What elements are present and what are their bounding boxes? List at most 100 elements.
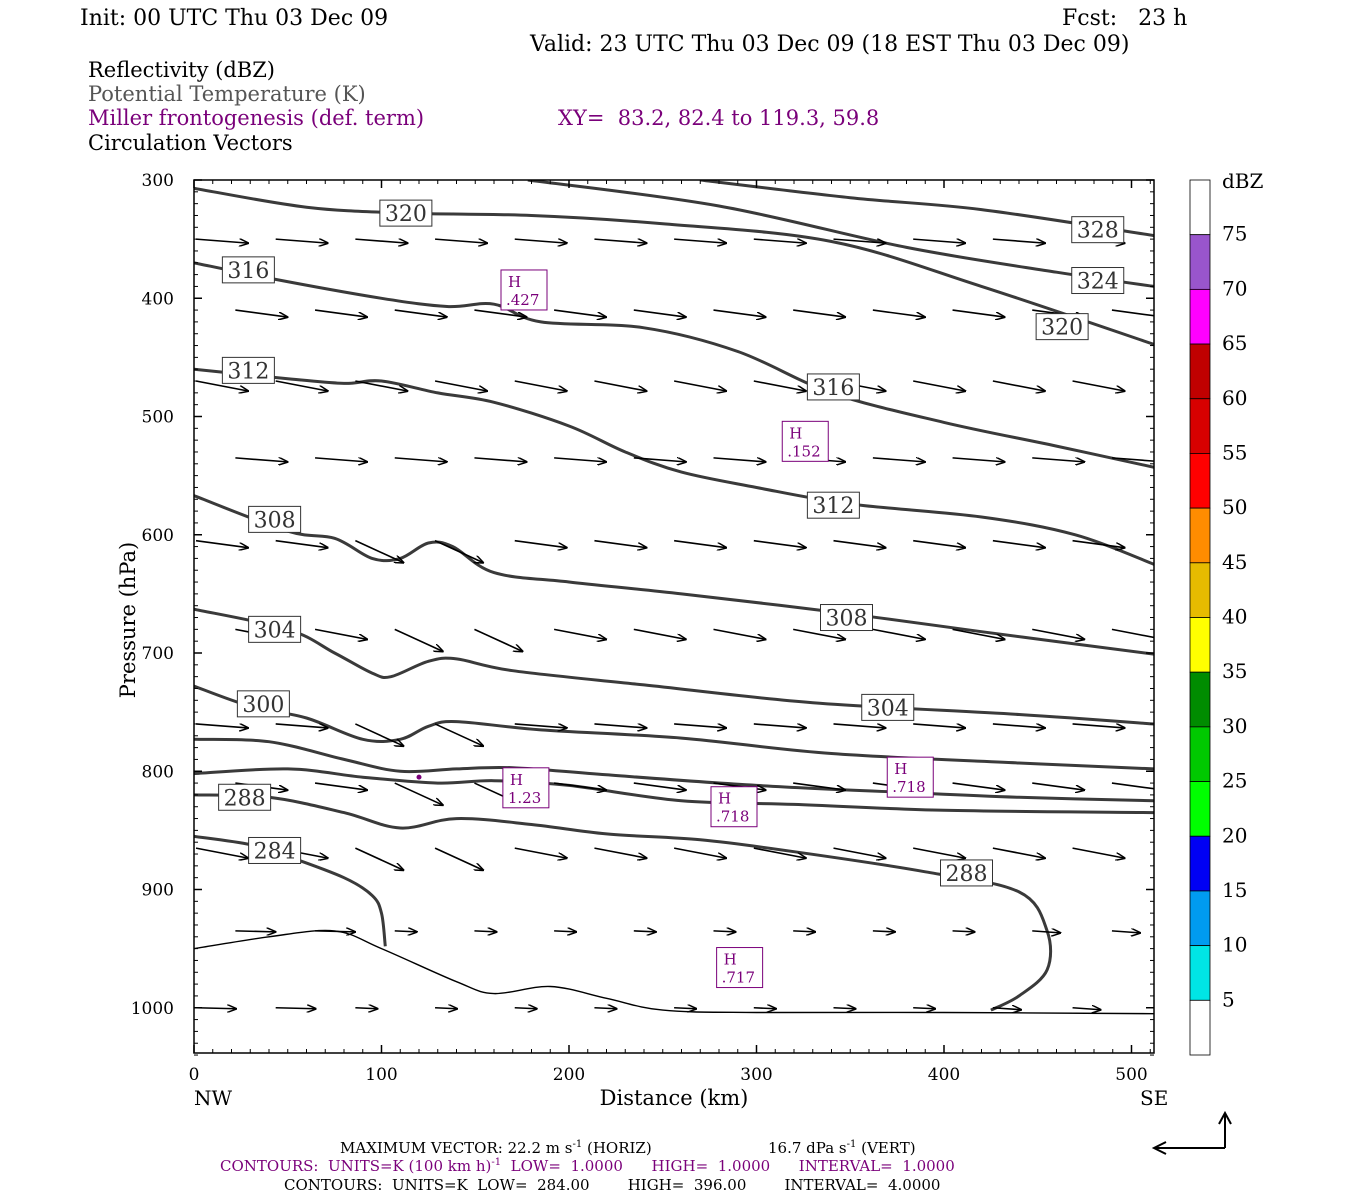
circulation-vector (1111, 628, 1154, 639)
circulation-vector (594, 1008, 616, 1009)
circulation-vector (355, 847, 403, 870)
isentrope-label-308-b: 308 (820, 604, 873, 632)
theta-contour-labels: 328 324 320 316 312 308 304 300 288 284 320 316 312 3… (218, 199, 1125, 887)
circulation-vector (394, 931, 417, 932)
svg-text:1.23: 1.23 (508, 789, 541, 807)
circulation-vector (554, 309, 606, 317)
circulation-vector (355, 238, 407, 243)
circulation-vector (674, 723, 726, 728)
legend-theta: Potential Temperature (K) (88, 82, 366, 106)
circulation-vector (554, 931, 576, 932)
circulation-vector (713, 309, 766, 317)
circulation-vector (753, 1008, 776, 1009)
footer-fronto-contours: CONTOURS: UNITS=K (100 km h)-1 LOW= 1.00… (220, 1157, 955, 1175)
circulation-vector (514, 847, 567, 858)
colorbar-level: 20 (1222, 823, 1247, 847)
circulation-vector (913, 723, 965, 728)
circulation-vector (474, 628, 522, 651)
circulation-vector (314, 309, 367, 317)
legend-frontogenesis: Miller frontogenesis (def. term) (88, 106, 424, 130)
circulation-vector (355, 380, 407, 391)
isentrope-316 (194, 261, 1154, 469)
svg-text:304: 304 (867, 696, 909, 721)
circulation-vector (195, 1008, 236, 1009)
isentrope-label-320: 320 (379, 199, 433, 227)
circulation-vector (195, 380, 248, 391)
reference-vector-icon (1151, 1110, 1232, 1155)
svg-text:324: 324 (1077, 270, 1119, 295)
circulation-vector (674, 539, 726, 548)
svg-text:304: 304 (254, 618, 296, 643)
plot-frame (193, 179, 1155, 1054)
isentrope-296 (194, 737, 1154, 803)
circulation-vector (633, 782, 686, 790)
circulation-vector (753, 723, 806, 728)
x-axis-label: Distance (km) (600, 1086, 749, 1110)
colorbar-swatch (1189, 835, 1211, 892)
colorbar-level: 35 (1222, 659, 1247, 683)
footer-vert-vector: 16.7 dPa s-1 (VERT) (768, 1139, 916, 1157)
circulation-vector (913, 1008, 935, 1009)
circulation-vector (713, 457, 766, 462)
circulation-vector (833, 238, 886, 243)
x-end-label-right: SE (1140, 1086, 1168, 1110)
circulation-vector (633, 931, 656, 932)
circulation-vector (992, 539, 1045, 548)
x-tick-label: 0 (189, 1065, 200, 1085)
colorbar-swatch (1189, 726, 1211, 782)
colorbar-swatch (1189, 890, 1211, 947)
svg-text:312: 312 (812, 494, 854, 519)
circulation-vector (753, 238, 806, 243)
x-axis-ticks: 0 100 200 300 400 500 (189, 180, 1151, 1085)
circulation-vector (1032, 628, 1084, 639)
isentrope-label-328: 328 (1071, 216, 1125, 244)
circulation-vector (435, 1008, 457, 1009)
svg-text:.718: .718 (892, 778, 925, 796)
svg-text:308: 308 (826, 607, 868, 632)
isentrope-label-320-b: 320 (1035, 313, 1089, 341)
circulation-vector (394, 457, 447, 462)
colorbar-units: dBZ (1222, 169, 1264, 193)
circulation-vector (872, 309, 925, 317)
colorbar-swatch (1189, 179, 1211, 236)
circulation-vector (355, 539, 403, 563)
x-tick-label: 200 (553, 1065, 585, 1085)
circulation-vector (474, 931, 496, 932)
circulation-vector (913, 380, 965, 391)
circulation-vector (753, 539, 806, 548)
svg-text:320: 320 (385, 202, 427, 227)
colorbar-level: 55 (1222, 440, 1247, 464)
isentrope-label-312-b: 312 (806, 491, 860, 519)
colorbar-swatch (1189, 999, 1211, 1056)
circulation-vector (314, 628, 367, 639)
svg-text:308: 308 (254, 508, 296, 533)
circulation-vector (235, 309, 287, 317)
circulation-vector (872, 457, 925, 462)
circulation-vector (673, 380, 726, 391)
x-tick-label: 100 (365, 1065, 397, 1085)
circulation-vector (435, 238, 487, 243)
circulation-vector (434, 539, 483, 563)
circulation-vector (913, 238, 965, 243)
frontogenesis-max-4: H.718 (886, 756, 934, 798)
circulation-vector (713, 931, 736, 932)
svg-text:300: 300 (242, 693, 284, 718)
colorbar-swatch (1189, 398, 1211, 454)
circulation-vector (1072, 723, 1125, 728)
forecast-hour: Fcst: 23 h (1062, 6, 1187, 31)
circulation-vector (1032, 931, 1060, 933)
svg-text:H: H (508, 273, 521, 291)
footer-theta-contours: CONTOURS: UNITS=K LOW= 284.00 HIGH= 396.… (284, 1176, 940, 1194)
init-time: Init: 00 UTC Thu 03 Dec 09 (80, 6, 388, 31)
circulation-vector (913, 847, 965, 858)
circulation-vector (594, 380, 646, 391)
colorbar-level: 70 (1222, 276, 1247, 300)
svg-text:.717: .717 (722, 969, 755, 987)
circulation-vector (913, 539, 965, 548)
y-tick-label: 700 (142, 644, 174, 664)
svg-text:.718: .718 (716, 808, 749, 826)
isentrope-label-312: 312 (221, 356, 275, 384)
circulation-vector (952, 628, 1005, 639)
circulation-vector (1032, 782, 1084, 790)
